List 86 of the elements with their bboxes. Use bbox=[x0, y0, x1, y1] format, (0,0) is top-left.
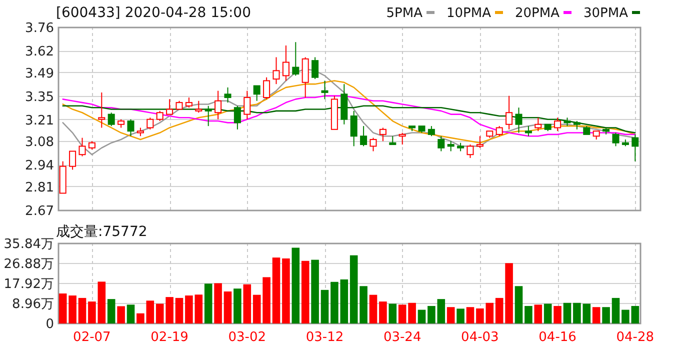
bar bbox=[612, 298, 620, 324]
bar bbox=[505, 263, 513, 324]
bar bbox=[175, 298, 184, 324]
bar bbox=[78, 298, 86, 324]
bar bbox=[360, 286, 368, 324]
chart-title: [600433] 2020-04-28 15:00 bbox=[56, 5, 251, 21]
bar bbox=[340, 279, 348, 324]
legend-label: 30PMA bbox=[584, 6, 628, 21]
bar bbox=[292, 248, 300, 324]
x-tick-label: 03-24 bbox=[383, 330, 422, 345]
bar bbox=[301, 260, 310, 324]
bar bbox=[514, 286, 523, 324]
bar bbox=[418, 310, 426, 324]
y-tick-label: 3.49 bbox=[25, 66, 54, 82]
bar bbox=[554, 306, 562, 324]
y-tick-label: 26.88万 bbox=[4, 257, 54, 272]
bar bbox=[563, 302, 572, 324]
bar bbox=[592, 307, 600, 324]
bar bbox=[379, 302, 387, 324]
bar bbox=[408, 302, 416, 324]
y-tick-label: 2.67 bbox=[25, 204, 54, 219]
bar bbox=[146, 300, 154, 324]
bar bbox=[350, 255, 358, 324]
bar bbox=[582, 304, 591, 324]
bar bbox=[466, 307, 474, 324]
bar bbox=[544, 304, 552, 324]
bar bbox=[58, 293, 67, 324]
bar bbox=[126, 304, 135, 324]
y-tick-label: 2.81 bbox=[25, 180, 54, 196]
bar bbox=[388, 304, 397, 324]
legend-label: 5PMA bbox=[386, 6, 423, 21]
bar bbox=[456, 308, 464, 324]
y-tick-label: 0 bbox=[46, 317, 54, 332]
bar bbox=[88, 302, 96, 324]
chart-title: 成交量:75772 bbox=[56, 224, 148, 240]
bar bbox=[117, 306, 125, 324]
x-tick-label: 04-03 bbox=[461, 330, 499, 345]
bar bbox=[437, 299, 446, 324]
y-tick-label: 17.92万 bbox=[4, 277, 54, 292]
bar bbox=[136, 313, 144, 324]
x-tick-label: 02-07 bbox=[73, 330, 111, 345]
bar bbox=[320, 290, 329, 324]
y-tick-label: 3.08 bbox=[25, 135, 54, 150]
bar bbox=[369, 294, 378, 324]
bar bbox=[476, 308, 484, 324]
bar bbox=[156, 304, 164, 324]
bar bbox=[98, 282, 106, 324]
bar bbox=[495, 298, 504, 324]
bar bbox=[68, 295, 76, 324]
bar bbox=[622, 310, 630, 324]
y-tick-label: 8.96万 bbox=[12, 297, 54, 312]
bar bbox=[398, 304, 406, 324]
y-tick-label: 35.84万 bbox=[4, 237, 54, 252]
legend-label: 10PMA bbox=[446, 6, 492, 21]
x-tick-label: 03-12 bbox=[306, 330, 344, 345]
bar bbox=[486, 302, 494, 324]
bar bbox=[524, 306, 532, 324]
x-tick-label: 03-02 bbox=[228, 330, 266, 345]
bar bbox=[185, 295, 193, 324]
bar bbox=[107, 299, 116, 324]
bar bbox=[602, 307, 610, 324]
bar bbox=[446, 307, 455, 324]
x-tick-label: 04-16 bbox=[538, 330, 576, 345]
x-tick-label: 02-19 bbox=[150, 330, 188, 345]
bar bbox=[573, 302, 581, 324]
bar bbox=[166, 297, 174, 324]
bar bbox=[234, 288, 242, 324]
bar bbox=[194, 294, 203, 324]
bar bbox=[243, 284, 252, 324]
bar bbox=[631, 306, 640, 324]
bar bbox=[428, 306, 436, 324]
legend-label: 20PMA bbox=[515, 6, 560, 21]
bar bbox=[224, 291, 232, 324]
x-tick-label: 04-28 bbox=[616, 330, 654, 345]
bar bbox=[272, 258, 280, 324]
bar bbox=[214, 283, 222, 324]
y-tick-label: 3.76 bbox=[25, 21, 54, 36]
y-tick-label: 3.35 bbox=[25, 90, 54, 105]
bar bbox=[330, 282, 338, 324]
bar bbox=[534, 304, 542, 324]
y-tick-label: 2.94 bbox=[25, 158, 54, 174]
bar bbox=[311, 260, 319, 324]
bar bbox=[204, 284, 212, 324]
bar bbox=[282, 258, 290, 324]
y-tick-label: 3.62 bbox=[25, 44, 54, 60]
y-tick-label: 3.21 bbox=[25, 113, 54, 128]
